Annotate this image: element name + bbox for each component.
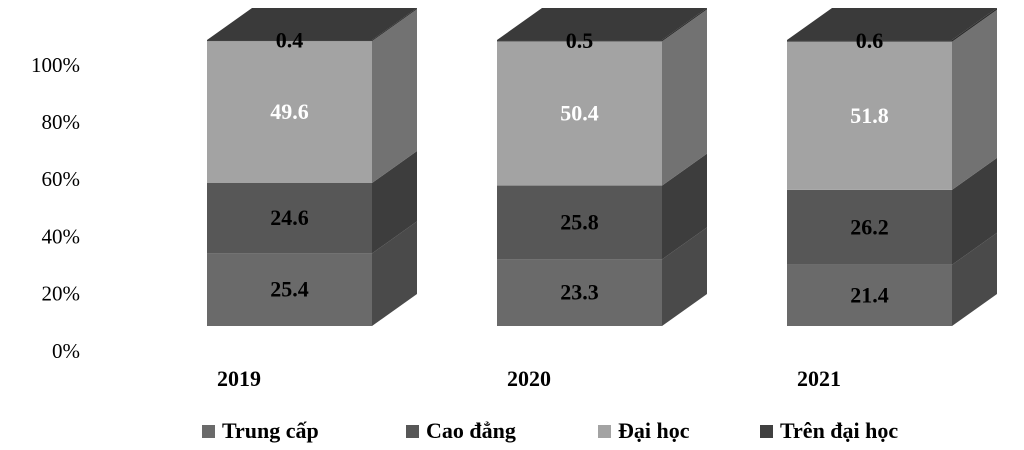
data-label: 25.8 xyxy=(560,210,599,235)
bar-segment xyxy=(207,183,372,254)
bar-side xyxy=(372,8,417,42)
bar-segment xyxy=(787,264,952,326)
data-label: 0.4 xyxy=(276,28,304,53)
y-tick-label: 20% xyxy=(42,282,81,306)
bar-side xyxy=(952,8,997,42)
bar-segment xyxy=(787,189,952,265)
bar-top xyxy=(207,8,417,40)
bar-segment xyxy=(787,41,952,190)
data-label: 25.4 xyxy=(270,277,309,302)
bar-side xyxy=(662,153,707,260)
data-label: 0.6 xyxy=(856,28,884,53)
bar-side xyxy=(662,8,707,42)
bar-segment xyxy=(497,41,662,186)
data-label: 23.3 xyxy=(560,280,599,305)
bar-segment xyxy=(207,40,372,42)
data-label: 21.4 xyxy=(850,282,889,307)
bar-side xyxy=(372,9,417,184)
x-tick-label: 2020 xyxy=(507,366,551,391)
bar-segment xyxy=(787,40,952,42)
bar-side xyxy=(952,232,997,326)
y-tick-label: 60% xyxy=(42,167,81,191)
data-label: 24.6 xyxy=(270,205,309,230)
data-label: 26.2 xyxy=(850,214,889,239)
bar-top xyxy=(497,8,707,40)
legend-label: Trên đại học xyxy=(780,418,898,443)
bar-side xyxy=(952,157,997,265)
legend-marker xyxy=(598,425,611,438)
x-tick-label: 2021 xyxy=(797,366,841,391)
bar-segment xyxy=(497,185,662,260)
legend-label: Cao đẳng xyxy=(426,418,516,443)
x-tick-label: 2019 xyxy=(217,366,261,391)
y-tick-label: 40% xyxy=(42,224,81,248)
y-tick-label: 80% xyxy=(42,110,81,134)
bar-segment xyxy=(497,40,662,42)
bar-segment xyxy=(207,41,372,184)
legend-label: Trung cấp xyxy=(222,418,319,443)
bar-side xyxy=(662,9,707,186)
legend-marker xyxy=(760,425,773,438)
bar-side xyxy=(372,221,417,326)
bar-side xyxy=(372,151,417,254)
bar-top xyxy=(787,8,997,40)
bar-side xyxy=(662,227,707,326)
y-tick-label: 100% xyxy=(31,53,80,77)
y-tick-label: 0% xyxy=(52,339,80,363)
legend-label: Đại học xyxy=(618,418,690,443)
data-label: 0.5 xyxy=(566,28,594,53)
legend-marker xyxy=(202,425,215,438)
bar-segment xyxy=(497,259,662,326)
bar-segment xyxy=(207,253,372,326)
data-label: 51.8 xyxy=(850,103,889,128)
bar-side xyxy=(952,9,997,190)
data-label: 50.4 xyxy=(560,101,599,126)
legend-marker xyxy=(406,425,419,438)
data-label: 49.6 xyxy=(270,99,309,124)
